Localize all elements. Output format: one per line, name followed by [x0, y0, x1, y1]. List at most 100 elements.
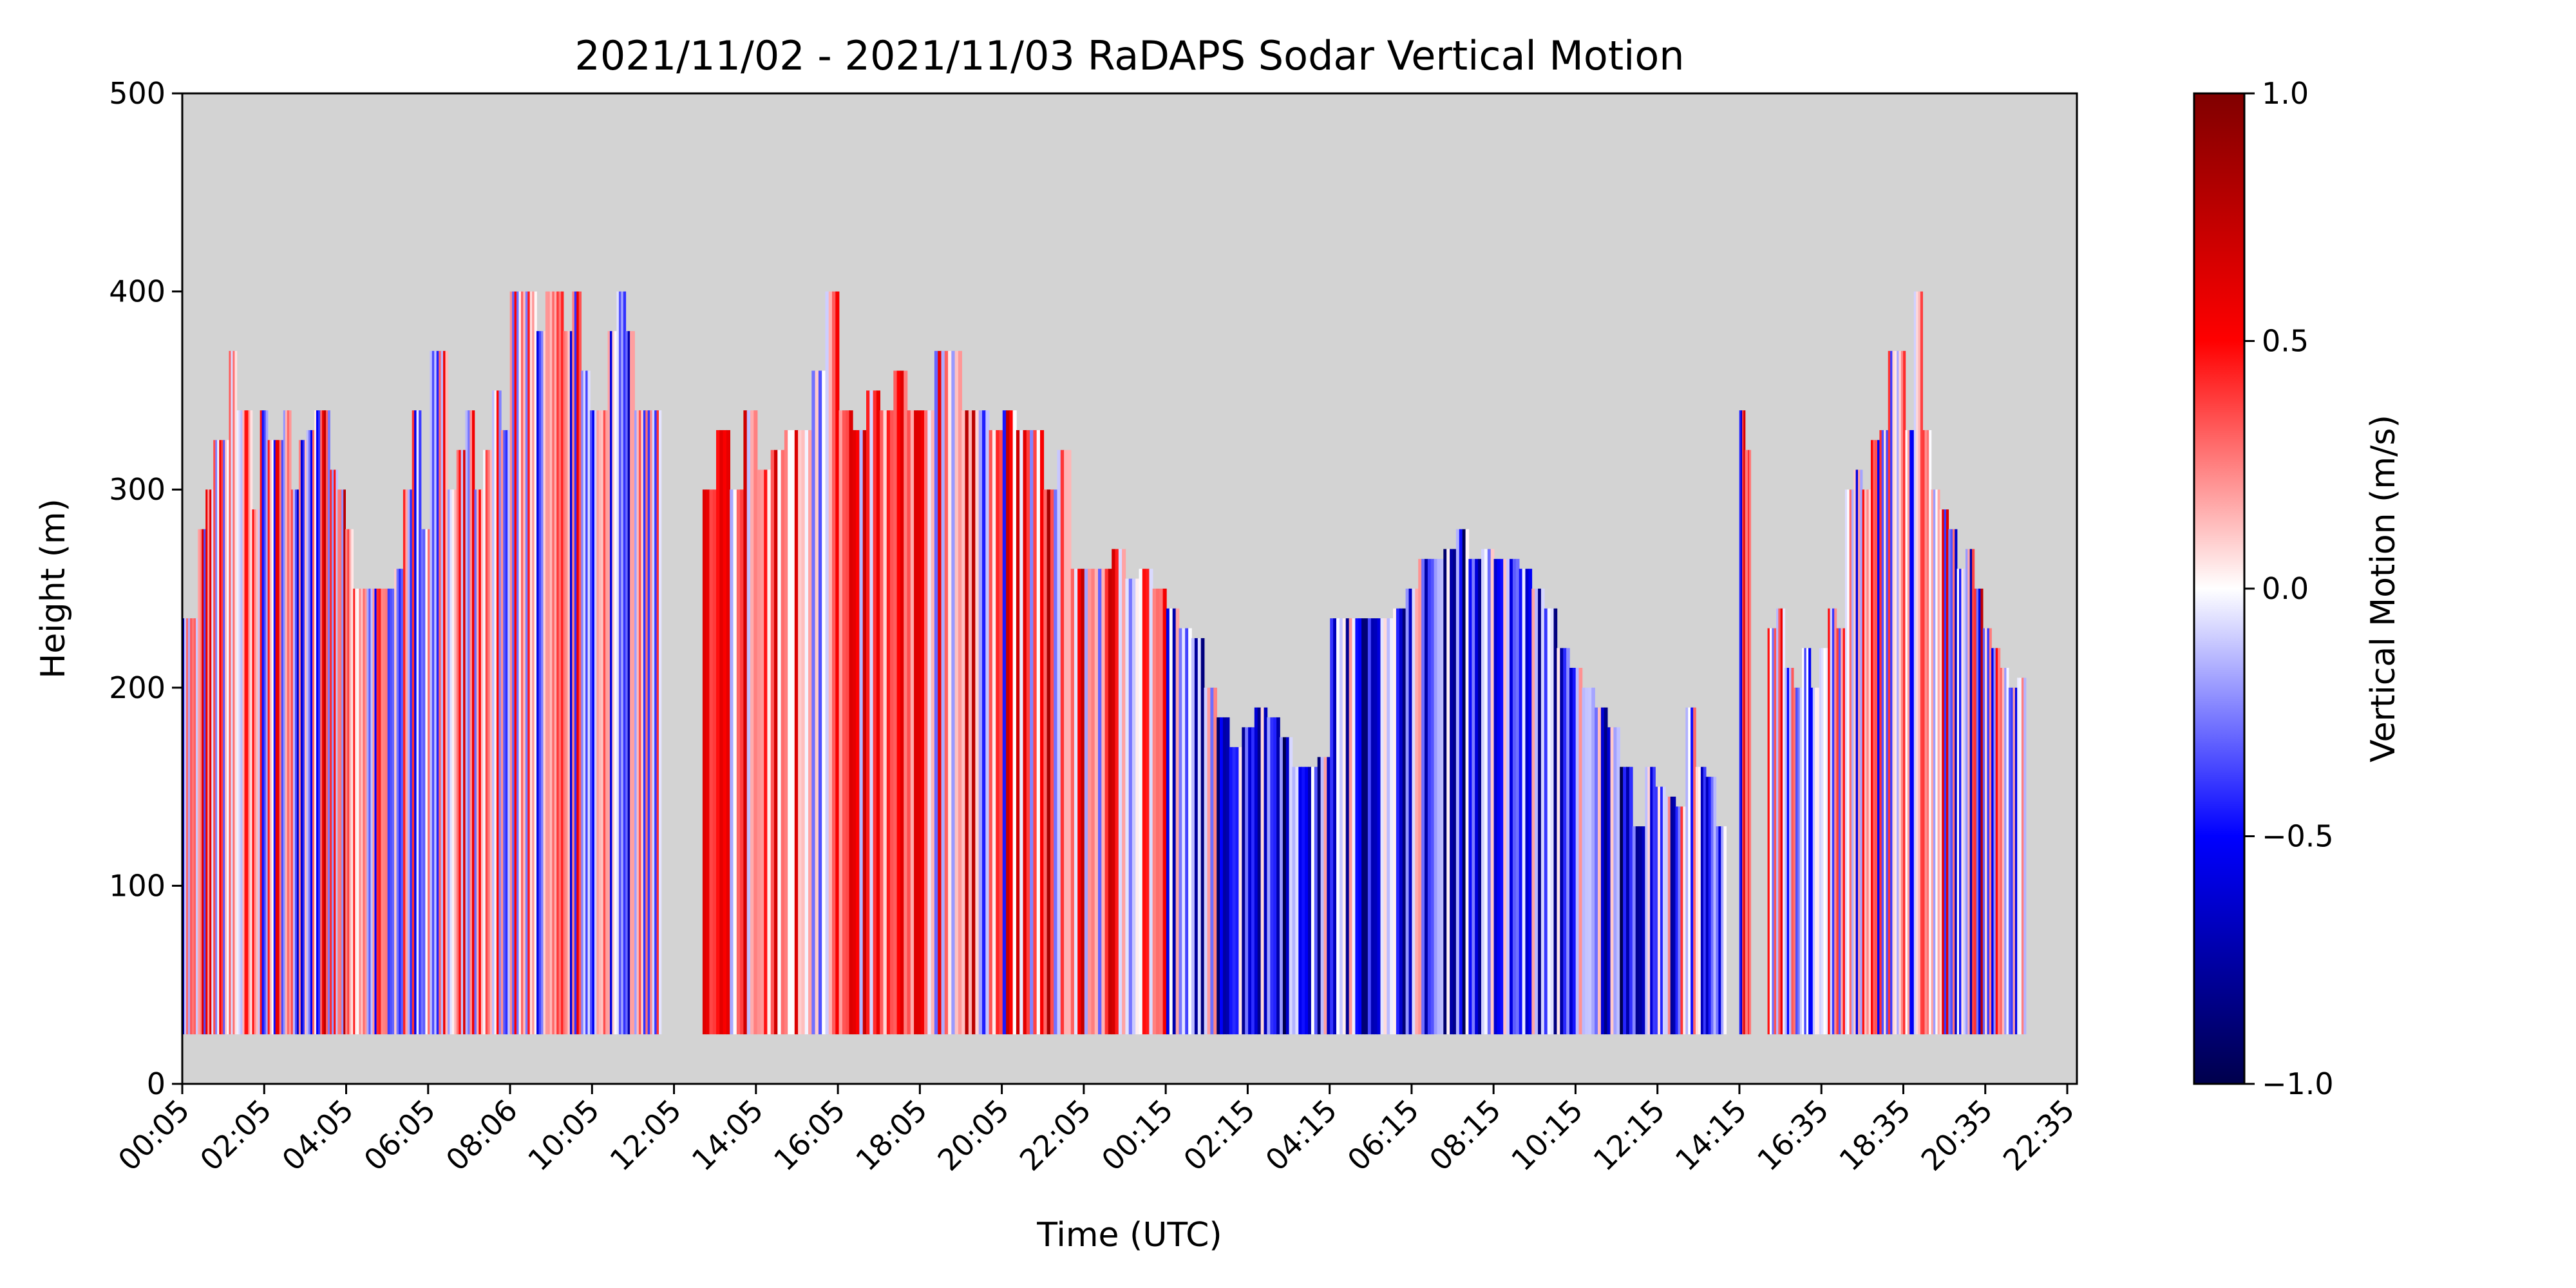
heatmap-cell [1510, 558, 1513, 1035]
heatmap-cell [552, 291, 555, 1035]
heatmap-cell [1197, 638, 1202, 1035]
heatmap-cell [1591, 687, 1595, 1035]
heatmap-cell [1175, 608, 1180, 1035]
heatmap-cell [1060, 450, 1065, 1035]
heatmap-cell [505, 430, 509, 1035]
heatmap-cell [1002, 410, 1007, 1035]
heatmap-cell [396, 569, 399, 1035]
heatmap-cell [1355, 618, 1359, 1035]
heatmap-cell [1200, 638, 1205, 1035]
heatmap-cell [1655, 786, 1658, 1035]
heatmap-cell [1806, 648, 1809, 1035]
heatmap-cell [283, 410, 286, 1035]
heatmap-cell [1108, 569, 1112, 1035]
heatmap-cell [1450, 549, 1454, 1035]
x-tick-label: 10:05 [521, 1093, 606, 1178]
heatmap-cell [231, 350, 234, 1035]
heatmap-cell [743, 410, 748, 1035]
heatmap-cell [450, 489, 453, 1035]
heatmap-cell [451, 489, 455, 1035]
heatmap-cell [336, 469, 338, 1035]
heatmap-cell [656, 410, 659, 1035]
heatmap-cell [1336, 618, 1340, 1035]
heatmap-cell [405, 489, 408, 1035]
heatmap-cell [1478, 558, 1482, 1035]
heatmap-cell [1314, 766, 1318, 1035]
heatmap-cell [733, 489, 737, 1035]
heatmap-cell [818, 370, 822, 1035]
heatmap-cell [1819, 648, 1822, 1035]
heatmap-cell [1972, 549, 1975, 1035]
heatmap-cell [1985, 628, 1988, 1035]
heatmap-cell [978, 410, 983, 1035]
heatmap-cell [1956, 569, 1960, 1035]
heatmap-cell [1285, 737, 1290, 1035]
heatmap-cell [965, 410, 969, 1035]
x-tick-label: 22:05 [1013, 1093, 1098, 1178]
y-tick-label: 100 [109, 868, 166, 903]
heatmap-cell [1142, 569, 1146, 1035]
heatmap-cell [1370, 618, 1375, 1035]
heatmap-cell [931, 410, 935, 1035]
heatmap-cell [890, 410, 895, 1035]
heatmap-cell [1245, 727, 1249, 1035]
heatmap-cell [944, 350, 949, 1035]
heatmap-cell [1953, 529, 1956, 1035]
heatmap-cell [924, 410, 929, 1035]
heatmap-cell [1774, 628, 1777, 1035]
heatmap-cell [1264, 707, 1268, 1035]
heatmap-cell [610, 331, 613, 1035]
heatmap-cell [1493, 558, 1498, 1035]
heatmap-cell [421, 529, 424, 1035]
heatmap-cell [347, 529, 350, 1035]
heatmap-cell [314, 410, 317, 1035]
heatmap-cell [1248, 727, 1252, 1035]
heatmap-cell [246, 410, 249, 1035]
heatmap-cell [320, 410, 323, 1035]
heatmap-cell [1311, 766, 1315, 1035]
heatmap-cell [1812, 687, 1815, 1035]
heatmap-cell [1149, 569, 1153, 1035]
heatmap-cell [1339, 618, 1343, 1035]
heatmap-cell [784, 430, 788, 1035]
heatmap-cell [1665, 797, 1669, 1035]
heatmap-cell [474, 489, 477, 1035]
heatmap-cell [304, 440, 307, 1035]
y-tick-label: 0 [147, 1066, 166, 1101]
heatmap-cell [616, 291, 620, 1035]
heatmap-cell [1204, 687, 1208, 1035]
heatmap-cell [927, 410, 932, 1035]
heatmap-cell [229, 350, 232, 1035]
x-tick-label: 18:35 [1832, 1093, 1917, 1178]
heatmap-cell [808, 430, 813, 1035]
heatmap-cell [1926, 430, 1929, 1035]
heatmap-cell [302, 440, 305, 1035]
colorbar-ticks: 1.0 0.5 0.0 −0.5 −1.0 [2244, 76, 2334, 1101]
heatmap-cell [370, 589, 374, 1035]
x-tick-label: 20:05 [931, 1093, 1016, 1178]
heatmap-cell [1535, 589, 1539, 1035]
heatmap-cell [1077, 569, 1082, 1035]
heatmap-cell [343, 489, 346, 1035]
heatmap-cell [1613, 727, 1618, 1035]
heatmap-cell [1595, 707, 1598, 1035]
heatmap-cell [1638, 826, 1643, 1035]
heatmap-cell [603, 410, 606, 1035]
heatmap-cell [1937, 489, 1940, 1035]
heatmap-cell [1808, 648, 1812, 1035]
heatmap-cell [1629, 766, 1633, 1035]
heatmap-cell [985, 410, 990, 1035]
heatmap-cell [1647, 766, 1651, 1035]
heatmap-cell [1349, 618, 1353, 1035]
heatmap-cell [1067, 450, 1072, 1035]
heatmap-cell [1832, 608, 1835, 1035]
heatmap-cell [1607, 727, 1611, 1035]
heatmap-cell [2014, 687, 2018, 1035]
heatmap-cell [1662, 786, 1666, 1035]
heatmap-cell [1610, 727, 1615, 1035]
heatmap-cell [1747, 450, 1750, 1035]
heatmap-cell [873, 390, 877, 1035]
heatmap-cell [992, 430, 996, 1035]
heatmap-cell [1064, 450, 1068, 1035]
